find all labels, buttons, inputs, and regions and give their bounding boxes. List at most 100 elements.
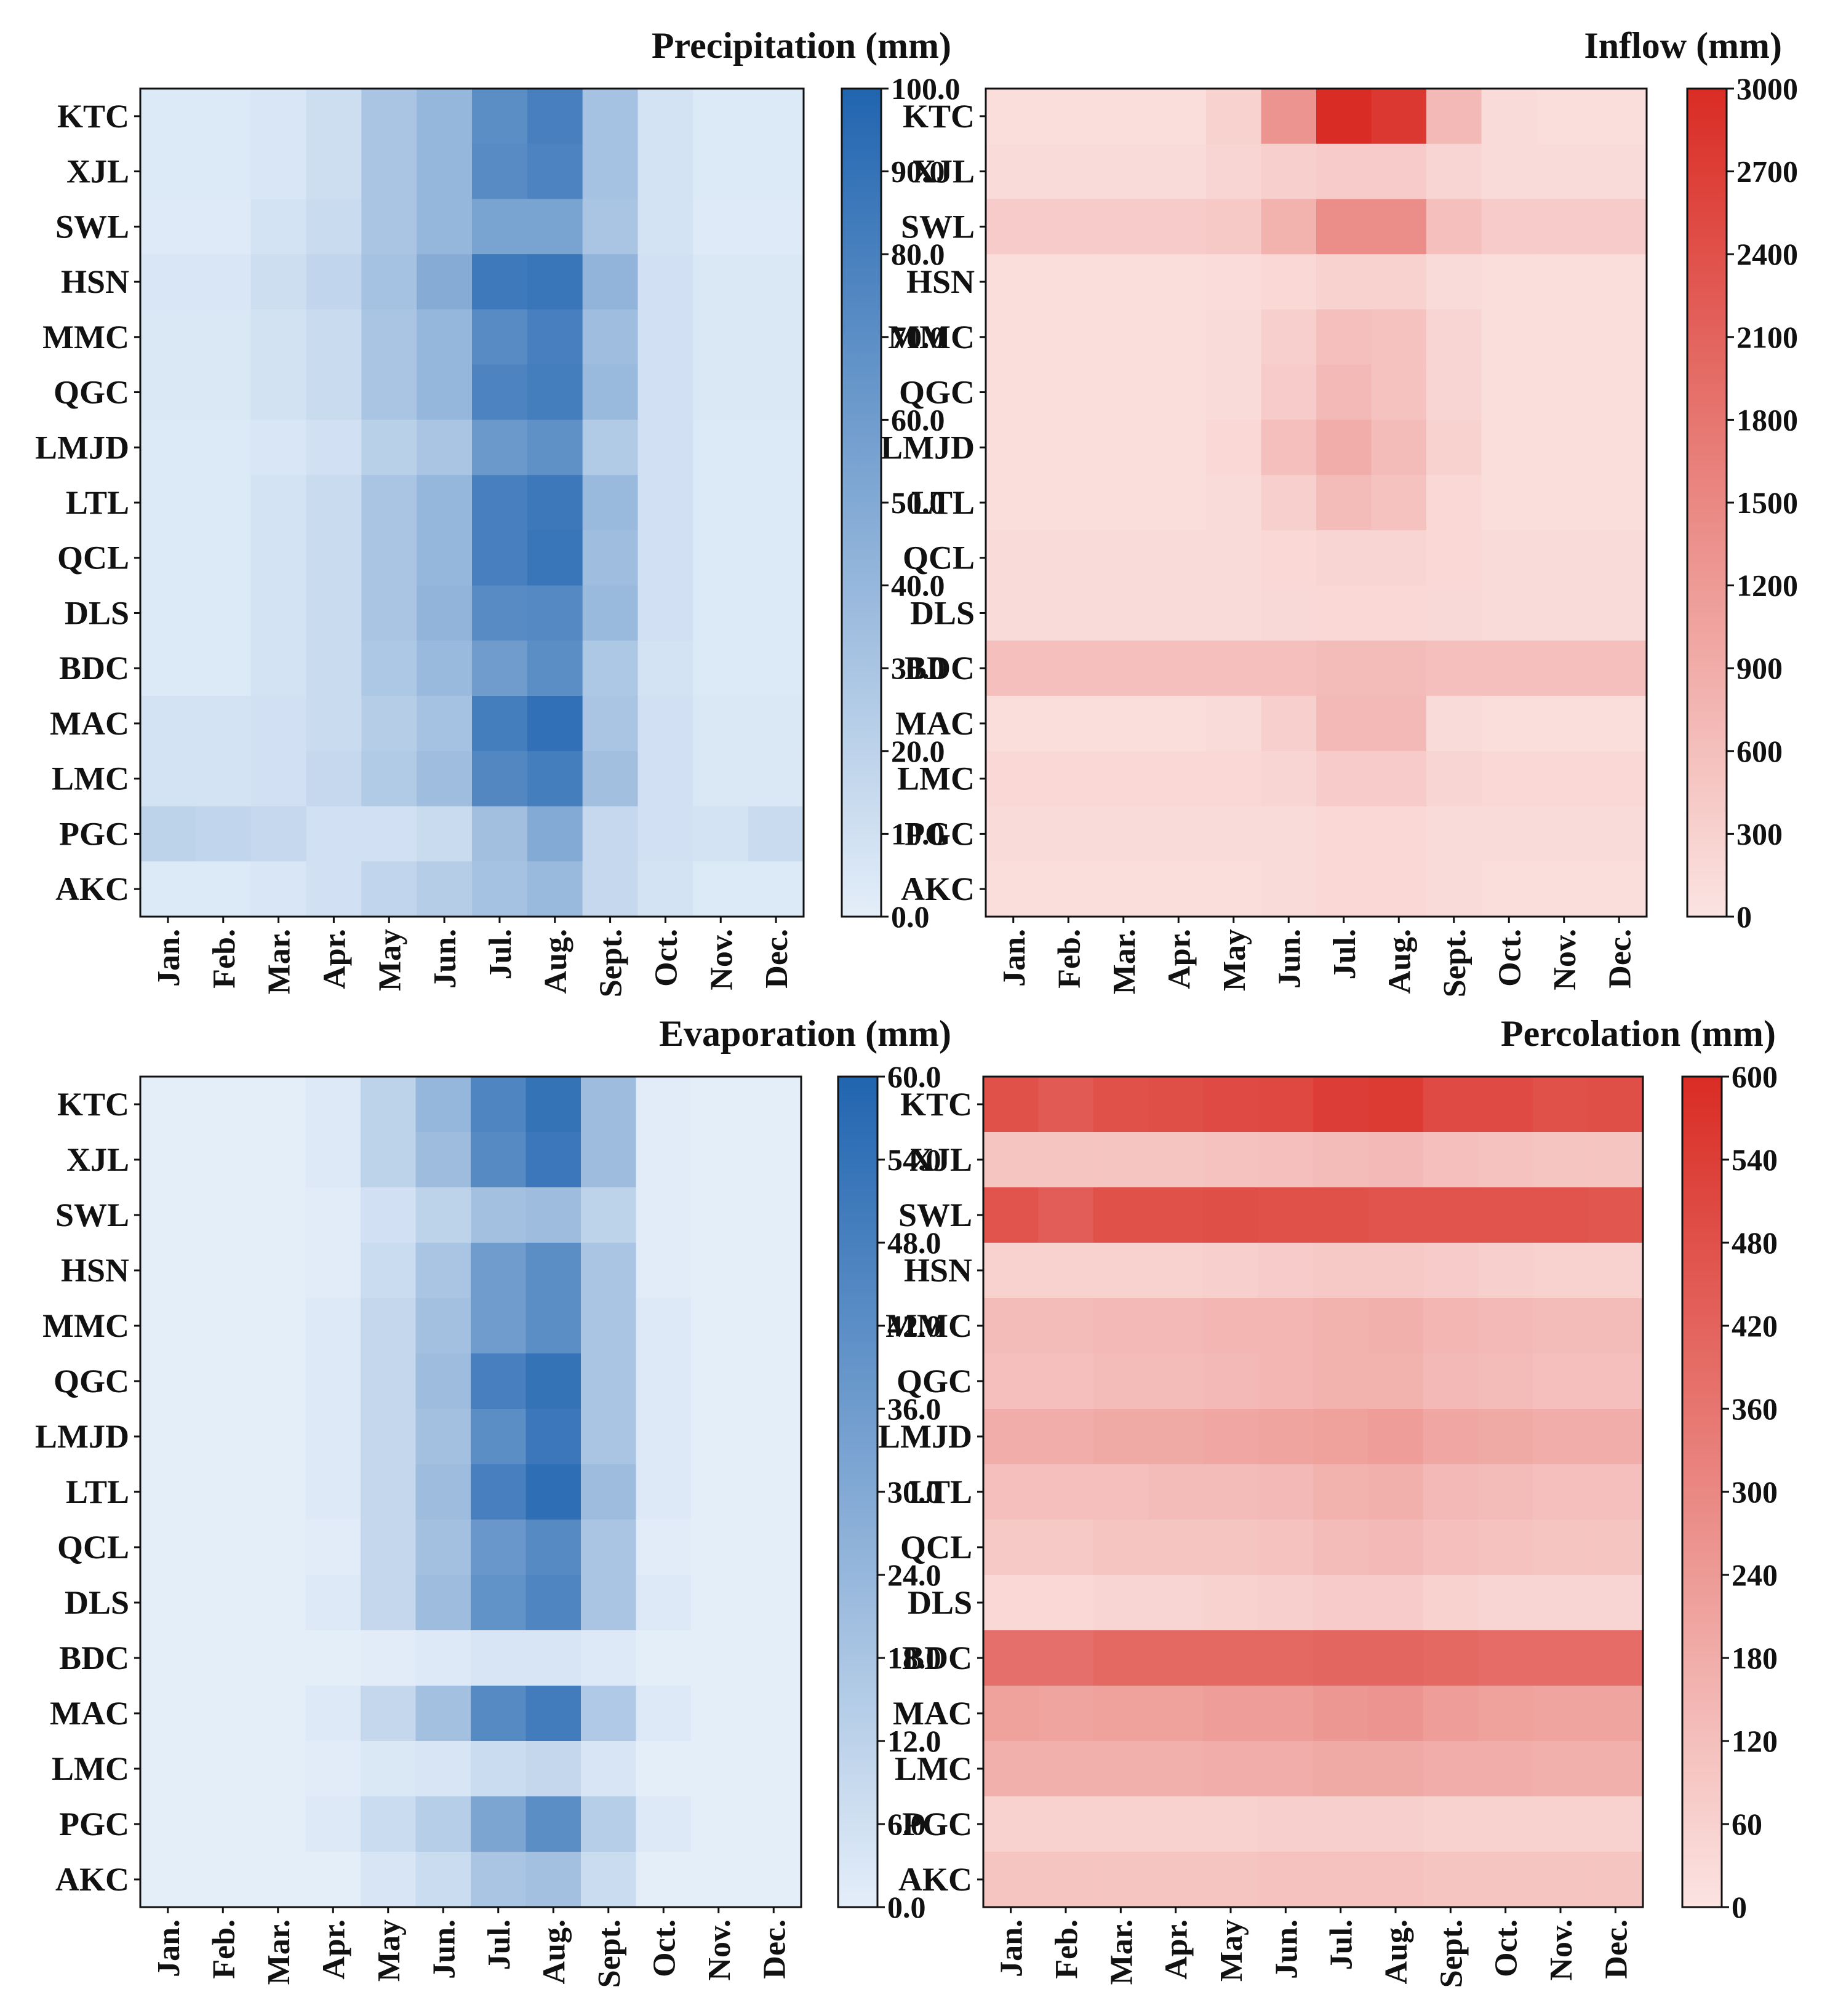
- inflow-cell-QGC-Dec.: [1591, 364, 1647, 420]
- inflow-cell-BDC-Nov.: [1536, 640, 1592, 696]
- inflow-cell-MMC-Jan.: [986, 309, 1042, 365]
- precip-row-label-BDC: BDC: [59, 650, 129, 687]
- perc-cell-MAC-Apr.: [1148, 1686, 1204, 1742]
- precip-cell-QCL-Jan.: [140, 530, 196, 586]
- evap-cell-MMC-Mar.: [250, 1298, 306, 1354]
- precip-cell-MMC-Mar.: [250, 309, 307, 365]
- inflow-cell-HSN-Sept.: [1426, 254, 1482, 310]
- evap-cell-LTL-Jan.: [140, 1464, 196, 1520]
- perc-cell-BDC-Apr.: [1148, 1630, 1204, 1686]
- evap-col-label-Oct.: Oct.: [647, 1919, 682, 1977]
- precip-row-label-MAC: MAC: [50, 705, 129, 742]
- perc-cell-AKC-Mar.: [1093, 1852, 1149, 1908]
- perc-cell-KTC-Jun.: [1258, 1077, 1314, 1133]
- inflow-col-label-Mar.: Mar.: [1107, 929, 1142, 994]
- precip-cell-PGC-Dec.: [748, 806, 804, 862]
- precip-colorbar-label: 40.0: [891, 568, 945, 603]
- inflow-cell-LTL-Feb.: [1041, 475, 1097, 531]
- inflow-cell-LMJD-Aug.: [1371, 420, 1427, 476]
- perc-cell-LMC-Jan.: [983, 1741, 1039, 1797]
- perc-colorbar-label: 300: [1732, 1475, 1778, 1509]
- evap-cell-AKC-Jan.: [140, 1852, 196, 1908]
- precip-cell-QCL-Nov.: [693, 530, 749, 586]
- perc-cell-SWL-Jun.: [1258, 1187, 1314, 1243]
- precip-cell-QGC-Nov.: [693, 364, 749, 420]
- evap-col-label-Sept.: Sept.: [592, 1919, 627, 1988]
- inflow-row-label-LMJD: LMJD: [881, 429, 975, 466]
- precip-cell-XJL-Nov.: [693, 143, 749, 200]
- evap-cell-LMC-May: [361, 1741, 417, 1797]
- evap-cell-MAC-May: [361, 1686, 417, 1742]
- evap-col-label-Feb.: Feb.: [206, 1919, 241, 1979]
- evap-row-label-MAC: MAC: [50, 1695, 129, 1732]
- inflow-cell-QGC-Oct.: [1481, 364, 1537, 420]
- evap-col-label-Mar.: Mar.: [262, 1919, 297, 1985]
- evap-cell-QCL-Nov.: [691, 1520, 747, 1576]
- inflow-cell-AKC-Apr.: [1151, 861, 1207, 917]
- evap-cell-LMC-Nov.: [691, 1741, 747, 1797]
- evap-cell-LTL-Dec.: [746, 1464, 802, 1520]
- precip-cell-DLS-Jun.: [417, 585, 473, 641]
- perc-cell-LTL-Sept.: [1423, 1464, 1479, 1520]
- precip-row-label-SWL: SWL: [55, 208, 129, 245]
- inflow-colorbar-label: 900: [1736, 651, 1783, 685]
- precip-cell-DLS-Mar.: [250, 585, 307, 641]
- inflow-cell-LMJD-May: [1206, 420, 1262, 476]
- perc-colorbar-label: 600: [1732, 1059, 1778, 1094]
- precip-cell-DLS-Jan.: [140, 585, 196, 641]
- perc-col-label-May: May: [1214, 1919, 1249, 1982]
- precip-cell-HSN-Sept.: [582, 254, 639, 310]
- evap-cell-QGC-Dec.: [746, 1353, 802, 1409]
- perc-col-label-Jul.: Jul.: [1324, 1919, 1359, 1970]
- inflow-cell-SWL-May: [1206, 199, 1262, 255]
- perc-colorbar: [1681, 1075, 1723, 1908]
- inflow-cell-PGC-Dec.: [1591, 806, 1647, 862]
- evap-row-label-AKC: AKC: [55, 1861, 129, 1898]
- precip-cell-BDC-Mar.: [250, 640, 307, 696]
- precip-colorbar-label: 30.0: [891, 651, 945, 685]
- evap-cell-DLS-Aug.: [525, 1575, 581, 1631]
- inflow-row-label-QCL: QCL: [903, 540, 975, 576]
- evap-row-label-HSN: HSN: [61, 1252, 129, 1289]
- precip-title: Precipitation (mm): [652, 25, 951, 66]
- precip-cell-MAC-May: [361, 696, 417, 752]
- precip-row-label-HSN: HSN: [61, 263, 129, 300]
- perc-cell-QCL-Nov.: [1533, 1520, 1589, 1576]
- evap-cell-KTC-Mar.: [250, 1077, 306, 1133]
- evap-cell-MMC-Oct.: [636, 1298, 692, 1354]
- precip-cell-SWL-Jun.: [417, 199, 473, 255]
- precip-cell-LMJD-Nov.: [693, 420, 749, 476]
- precip-cell-LMC-May: [361, 751, 417, 807]
- precip-cell-MAC-Apr.: [306, 696, 362, 752]
- precip-colorbar-label: 70.0: [891, 320, 945, 354]
- inflow-cell-LTL-Nov.: [1536, 475, 1592, 531]
- evap-cell-XJL-Mar.: [250, 1132, 306, 1188]
- precip-cell-LMC-Nov.: [693, 751, 749, 807]
- precip-cell-QGC-Jan.: [140, 364, 196, 420]
- perc-cell-QGC-Mar.: [1093, 1353, 1149, 1409]
- inflow-cell-XJL-Mar.: [1096, 143, 1152, 200]
- precip-cell-SWL-Sept.: [582, 199, 639, 255]
- evap-cell-XJL-Jan.: [140, 1132, 196, 1188]
- precip-cell-AKC-Dec.: [748, 861, 804, 917]
- perc-cell-QGC-Jan.: [983, 1353, 1039, 1409]
- evap-col-label-Dec.: Dec.: [757, 1919, 792, 1979]
- inflow-cell-LMJD-Dec.: [1591, 420, 1647, 476]
- evap-colorbar-label: 0.0: [887, 1890, 926, 1924]
- perc-cell-XJL-Nov.: [1533, 1132, 1589, 1188]
- evap-cell-SWL-Dec.: [746, 1187, 802, 1243]
- evap-cell-LMJD-May: [361, 1409, 417, 1465]
- inflow-cell-AKC-Oct.: [1481, 861, 1537, 917]
- perc-cell-BDC-Jun.: [1258, 1630, 1314, 1686]
- precip-colorbar-label: 0.0: [891, 899, 930, 934]
- precip-cell-LMC-Mar.: [250, 751, 307, 807]
- evap-cell-HSN-Sept.: [581, 1243, 637, 1299]
- perc-cell-SWL-Aug.: [1368, 1187, 1424, 1243]
- perc-cell-MMC-Jan.: [983, 1298, 1039, 1354]
- perc-cell-BDC-Jul.: [1313, 1630, 1369, 1686]
- precip-cell-LTL-Apr.: [306, 475, 362, 531]
- perc-cell-QCL-Feb.: [1038, 1520, 1094, 1576]
- perc-cell-LTL-Oct.: [1478, 1464, 1533, 1520]
- precip-cell-BDC-Feb.: [195, 640, 252, 696]
- precip-cell-LMJD-Aug.: [527, 420, 583, 476]
